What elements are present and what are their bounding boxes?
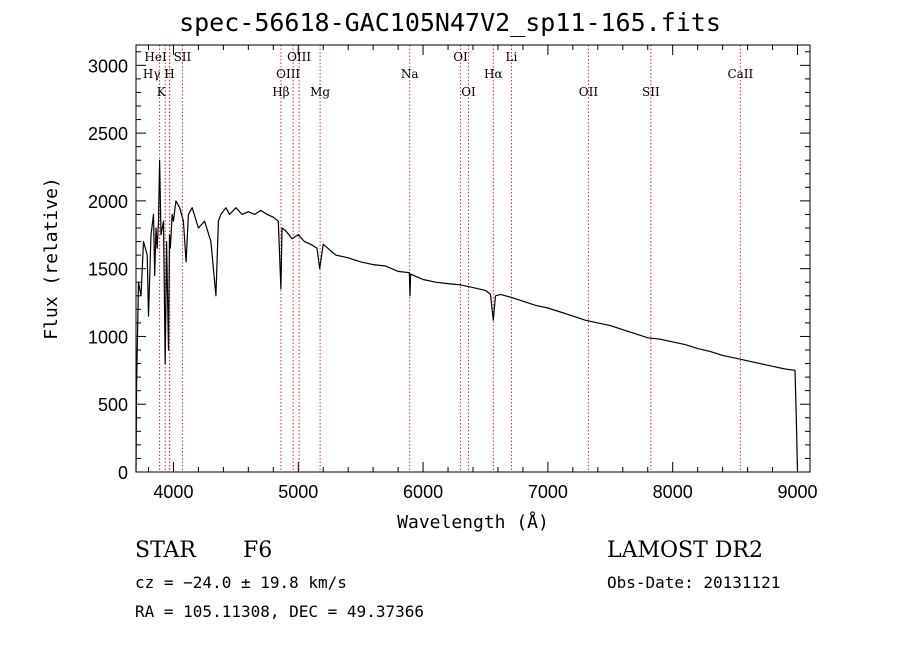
y-tick-label: 2000 bbox=[88, 192, 128, 212]
chart-title: spec-56618-GAC105N47V2_sp11-165.fits bbox=[179, 8, 721, 37]
reference-label: OII bbox=[579, 85, 599, 99]
spectrum-line bbox=[135, 159, 799, 473]
x-tick-label: 5000 bbox=[278, 482, 318, 502]
reference-label: Hγ bbox=[143, 67, 161, 81]
x-tick-label: 8000 bbox=[653, 482, 693, 502]
reference-label: Na bbox=[401, 67, 419, 81]
reference-label: OI bbox=[461, 85, 476, 99]
y-tick-label: 500 bbox=[98, 395, 128, 415]
reference-label: K bbox=[157, 85, 167, 99]
reference-label: OIII bbox=[276, 67, 300, 81]
y-tick-label: 0 bbox=[118, 463, 128, 483]
y-tick-label: 3000 bbox=[88, 56, 128, 76]
reference-label: Mg bbox=[310, 85, 330, 99]
survey-name: LAMOST DR2 bbox=[607, 538, 763, 563]
obs-date: Obs-Date: 20131121 bbox=[607, 573, 781, 592]
x-tick-label: 7000 bbox=[528, 482, 568, 502]
plot-frame bbox=[135, 44, 811, 473]
y-tick-label: 1000 bbox=[88, 327, 128, 347]
reference-label: Hβ bbox=[272, 85, 289, 99]
reference-lines bbox=[159, 45, 741, 472]
reference-label: SII bbox=[174, 50, 192, 64]
x-axis-label: Wavelength (Å) bbox=[397, 511, 549, 533]
axes: 4000 5000 6000 7000 8000 9000 0 500 1000 1500 2000… bbox=[88, 45, 818, 502]
reference-label: OIII bbox=[287, 50, 311, 64]
x-tick-label: 4000 bbox=[153, 482, 193, 502]
reference-label: Hα bbox=[484, 67, 503, 81]
y-tick-label: 2500 bbox=[88, 124, 128, 144]
spectrum-series bbox=[135, 159, 799, 473]
spectral-subclass: F6 bbox=[243, 538, 273, 563]
reference-label: HeI bbox=[144, 50, 167, 64]
coordinates: RA = 105.11308, DEC = 49.37366 bbox=[135, 602, 424, 621]
reference-label: Li bbox=[506, 50, 518, 64]
x-tick-label: 9000 bbox=[777, 482, 817, 502]
redshift-readout: cz = −24.0 ± 19.8 km/s bbox=[135, 573, 347, 592]
y-tick-label: 1500 bbox=[88, 260, 128, 280]
reference-label: SII bbox=[642, 85, 660, 99]
reference-label: H bbox=[164, 67, 174, 81]
object-class: STAR bbox=[135, 538, 196, 563]
y-axis-label: Flux (relative) bbox=[41, 177, 62, 340]
reference-label: CaII bbox=[727, 67, 753, 81]
reference-label: OI bbox=[453, 50, 468, 64]
x-tick-label: 6000 bbox=[403, 482, 443, 502]
